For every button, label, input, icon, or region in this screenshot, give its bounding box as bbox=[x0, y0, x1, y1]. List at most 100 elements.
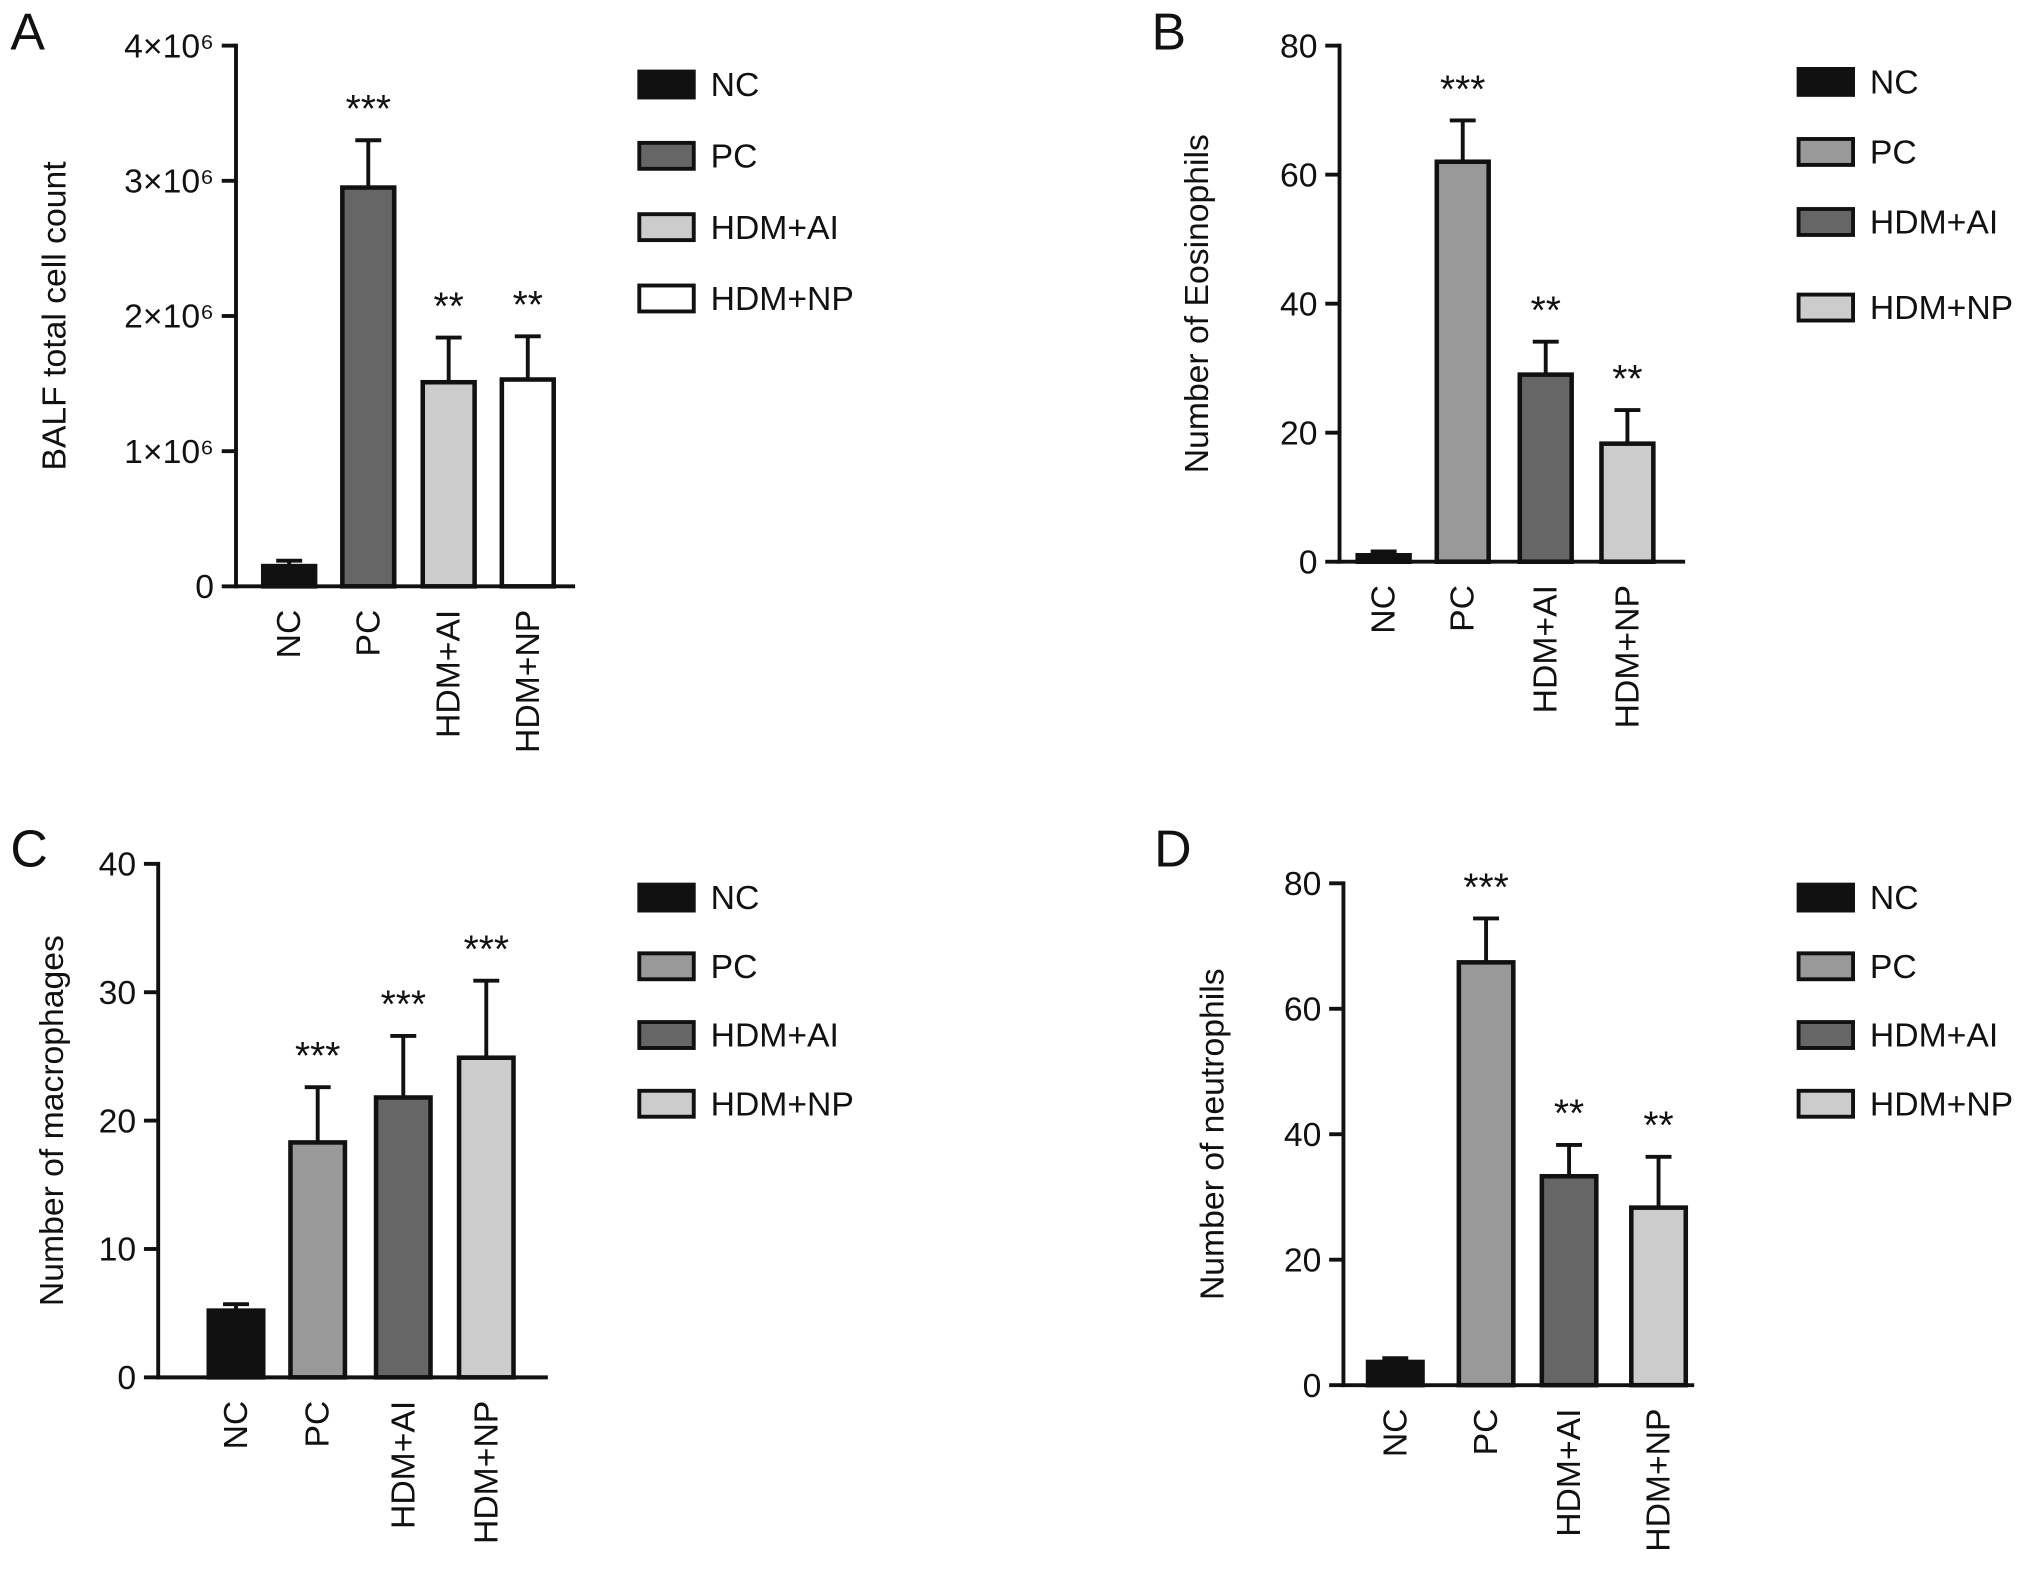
legend-swatch-nc bbox=[1796, 882, 1855, 913]
bar-nc bbox=[260, 563, 318, 589]
bar-hdm-np bbox=[456, 1055, 516, 1380]
y-axis-label: BALF total cell count bbox=[35, 161, 73, 471]
y-tick-label: 2×10⁶ bbox=[124, 298, 214, 336]
x-tick-label-hdm-np: HDM+NP bbox=[467, 1401, 505, 1544]
bar-hdm-np bbox=[1599, 441, 1656, 564]
bar-hdm-np bbox=[499, 377, 556, 589]
bar-pc bbox=[340, 185, 397, 589]
bar-hdm-ai bbox=[1539, 1173, 1599, 1388]
significance-hdm-ai: *** bbox=[381, 984, 426, 1027]
x-tick-label-hdm-ai: HDM+AI bbox=[1527, 585, 1565, 713]
bar-hdm-ai bbox=[1517, 372, 1574, 564]
legend-label-nc: NC bbox=[711, 879, 760, 917]
y-axis-label: Number of Eosinophils bbox=[1178, 134, 1216, 473]
bar-hdm-np bbox=[1629, 1205, 1689, 1388]
legend-label-hdm-np: HDM+NP bbox=[1870, 289, 2013, 327]
significance-hdm-np: ** bbox=[1643, 1105, 1673, 1148]
legend-label-hdm-np: HDM+NP bbox=[711, 1085, 854, 1123]
panel-c: C NC *** PC *** HDM+AI *** HDM+NP 0 10 20 30 40 Numbe… bbox=[10, 819, 854, 1544]
legend-label-hdm-ai: HDM+AI bbox=[1870, 1017, 1998, 1055]
y-tick-label: 0 bbox=[1299, 543, 1318, 581]
significance-pc: *** bbox=[346, 88, 391, 131]
x-tick-label-nc: NC bbox=[270, 610, 308, 659]
legend-swatch-hdm-ai bbox=[637, 212, 696, 243]
y-tick-label: 30 bbox=[99, 974, 137, 1012]
legend-label-nc: NC bbox=[1870, 64, 1919, 102]
y-tick-label: 60 bbox=[1284, 990, 1322, 1028]
legend-label-nc: NC bbox=[1870, 879, 1919, 917]
x-tick-label-pc: PC bbox=[349, 610, 387, 657]
y-axis-label: Number of macrophages bbox=[33, 935, 71, 1306]
legend-swatch-pc bbox=[1796, 951, 1855, 982]
x-tick-label-pc: PC bbox=[299, 1401, 337, 1448]
bar-pc bbox=[1434, 159, 1491, 564]
bar-hdm-ai bbox=[373, 1095, 433, 1380]
y-tick-label: 20 bbox=[1280, 414, 1318, 452]
legend-label-hdm-np: HDM+NP bbox=[711, 280, 854, 318]
x-tick-label-hdm-np: HDM+NP bbox=[1608, 585, 1646, 728]
legend-label-pc: PC bbox=[1870, 134, 1917, 172]
legend-swatch-hdm-ai bbox=[1796, 1020, 1855, 1050]
legend-swatch-pc bbox=[637, 951, 696, 982]
significance-hdm-ai: ** bbox=[1531, 290, 1561, 333]
legend-label-pc: PC bbox=[711, 138, 758, 176]
legend-swatch-hdm-np bbox=[1796, 1088, 1855, 1119]
y-tick-label: 60 bbox=[1280, 156, 1318, 194]
legend-swatch-nc bbox=[637, 882, 696, 913]
x-tick-label-hdm-ai: HDM+AI bbox=[430, 610, 468, 738]
legend: NC PC HDM+AI HDM+NP bbox=[637, 879, 854, 1123]
y-tick-label: 40 bbox=[99, 846, 137, 884]
significance-pc: *** bbox=[1440, 68, 1485, 111]
legend-label-nc: NC bbox=[711, 66, 760, 104]
legend-swatch-hdm-np bbox=[1796, 292, 1855, 323]
panel-label: D bbox=[1154, 819, 1191, 877]
legend-swatch-hdm-np bbox=[637, 1088, 696, 1119]
legend-swatch-nc bbox=[637, 69, 696, 100]
legend-swatch-hdm-np bbox=[637, 283, 696, 314]
legend-swatch-nc bbox=[1796, 67, 1855, 97]
panel-a: A NC *** PC ** HDM+AI ** HDM+NP 0 1×10⁶ 2×10⁶ 3×10⁶… bbox=[10, 3, 854, 753]
legend: NC PC HDM+AI HDM+NP bbox=[1796, 879, 2013, 1123]
y-tick-label: 0 bbox=[1303, 1367, 1322, 1405]
significance-pc: *** bbox=[1463, 866, 1508, 909]
panel-d: D NC *** PC ** HDM+AI ** HDM+NP 0 20 40 60 80 Number … bbox=[1154, 819, 2013, 1551]
y-tick-label: 40 bbox=[1280, 285, 1318, 323]
legend-label-hdm-np: HDM+NP bbox=[1870, 1085, 2013, 1123]
y-tick-label: 4×10⁶ bbox=[124, 27, 214, 65]
legend-label-hdm-ai: HDM+AI bbox=[711, 209, 839, 247]
x-tick-label-pc: PC bbox=[1444, 585, 1482, 632]
bar-nc bbox=[206, 1308, 266, 1380]
y-tick-label: 80 bbox=[1280, 27, 1318, 65]
legend-swatch-pc bbox=[1796, 137, 1855, 167]
x-tick-label-nc: NC bbox=[1365, 585, 1403, 634]
x-tick-label-nc: NC bbox=[217, 1401, 255, 1450]
panel-b: B NC *** PC ** HDM+AI ** HDM+NP 0 20 40 60 80 Number … bbox=[1152, 3, 2014, 729]
y-tick-label: 20 bbox=[1284, 1241, 1322, 1279]
x-tick-label-hdm-np: HDM+NP bbox=[509, 610, 547, 753]
y-axis-label: Number of neutrophils bbox=[1193, 968, 1231, 1300]
legend: NC PC HDM+AI HDM+NP bbox=[1796, 64, 2013, 327]
y-tick-label: 1×10⁶ bbox=[124, 433, 214, 471]
significance-hdm-np: *** bbox=[464, 929, 509, 972]
bar-nc bbox=[1365, 1359, 1425, 1388]
bar-hdm-ai bbox=[420, 379, 477, 589]
x-tick-label-pc: PC bbox=[1467, 1408, 1505, 1455]
legend-label-pc: PC bbox=[1870, 948, 1917, 986]
y-tick-label: 80 bbox=[1284, 865, 1322, 903]
x-tick-label-hdm-ai: HDM+AI bbox=[1550, 1408, 1588, 1536]
panel-label: A bbox=[10, 3, 45, 61]
significance-pc: *** bbox=[295, 1035, 340, 1078]
legend-label-pc: PC bbox=[711, 948, 758, 986]
x-tick-label-nc: NC bbox=[1376, 1408, 1414, 1457]
y-tick-label: 0 bbox=[117, 1359, 136, 1397]
y-tick-label: 3×10⁶ bbox=[124, 162, 214, 200]
legend-label-hdm-ai: HDM+AI bbox=[1870, 204, 1998, 242]
legend-swatch-hdm-ai bbox=[637, 1020, 696, 1050]
x-tick-label-hdm-ai: HDM+AI bbox=[384, 1401, 422, 1529]
legend-label-hdm-ai: HDM+AI bbox=[711, 1017, 839, 1055]
significance-hdm-ai: ** bbox=[1554, 1093, 1584, 1136]
y-tick-label: 0 bbox=[195, 568, 214, 606]
significance-hdm-np: ** bbox=[1612, 358, 1642, 401]
legend-swatch-hdm-ai bbox=[1796, 207, 1855, 237]
